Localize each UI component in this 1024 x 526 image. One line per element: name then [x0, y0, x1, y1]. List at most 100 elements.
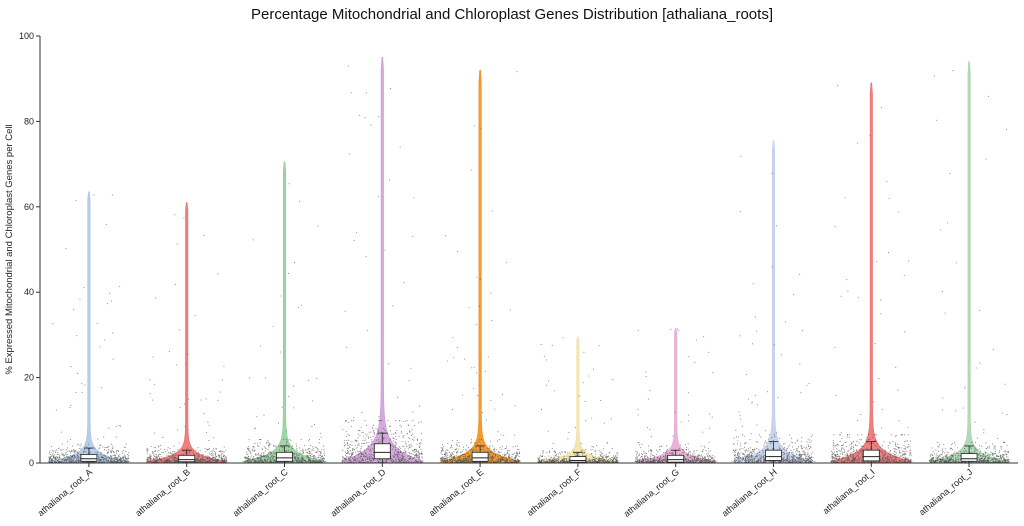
point — [505, 448, 507, 450]
point — [414, 451, 416, 453]
point — [639, 454, 641, 456]
point — [467, 456, 469, 458]
point — [405, 443, 407, 445]
point — [463, 453, 465, 455]
point — [497, 451, 499, 453]
point — [457, 457, 459, 459]
point — [440, 452, 442, 454]
point — [94, 447, 96, 449]
point — [173, 460, 176, 462]
outlier-point — [399, 146, 401, 148]
point — [302, 459, 304, 461]
violin-athaliana_root_G — [634, 328, 718, 464]
outlier-point — [288, 183, 290, 185]
point — [52, 453, 54, 455]
outlier-point — [591, 417, 593, 419]
point — [247, 460, 249, 463]
point — [173, 445, 175, 447]
outlier-point — [598, 345, 600, 347]
outlier-point — [356, 232, 358, 234]
point — [553, 460, 555, 463]
point — [494, 456, 496, 458]
point — [354, 445, 356, 447]
point — [396, 460, 398, 462]
point — [278, 445, 280, 447]
point — [123, 456, 125, 458]
point — [378, 458, 380, 461]
point — [296, 456, 298, 458]
point — [469, 459, 472, 461]
point — [568, 458, 570, 460]
point — [166, 460, 168, 462]
point — [613, 461, 615, 463]
point — [451, 452, 453, 454]
point — [607, 459, 610, 461]
point — [503, 455, 506, 457]
point — [554, 452, 556, 454]
outlier-point — [491, 210, 493, 212]
point — [350, 452, 352, 454]
point — [208, 447, 210, 449]
point — [635, 459, 637, 461]
point — [261, 455, 263, 457]
point — [117, 455, 120, 457]
point — [451, 447, 453, 449]
point — [358, 460, 360, 462]
point — [694, 453, 696, 455]
outlier-point — [397, 396, 399, 398]
point — [210, 459, 212, 461]
point — [463, 455, 465, 457]
point — [692, 453, 694, 455]
point — [61, 452, 63, 454]
point — [70, 451, 72, 453]
point — [403, 458, 405, 460]
point — [200, 458, 202, 460]
point — [361, 445, 363, 447]
point — [599, 457, 601, 459]
point — [314, 455, 316, 457]
outlier-point — [600, 400, 602, 402]
point — [256, 460, 258, 462]
point — [546, 460, 548, 462]
point — [548, 460, 551, 462]
point — [108, 456, 110, 458]
point — [389, 430, 392, 432]
outlier-point — [357, 433, 359, 435]
point — [101, 457, 103, 459]
point — [268, 451, 270, 453]
point — [656, 456, 658, 459]
point — [347, 421, 349, 423]
point — [246, 451, 248, 453]
point — [510, 458, 512, 460]
point — [362, 439, 364, 441]
point — [154, 459, 156, 461]
point — [177, 449, 179, 451]
outlier-point — [396, 430, 398, 432]
point — [691, 458, 693, 460]
point — [406, 460, 409, 462]
point — [498, 439, 500, 441]
point — [103, 458, 105, 460]
outlier-point — [77, 372, 79, 375]
point — [440, 457, 442, 459]
point — [394, 459, 397, 461]
point — [349, 443, 351, 446]
point — [126, 461, 128, 463]
point — [609, 460, 611, 463]
point — [259, 442, 261, 444]
point — [225, 457, 227, 459]
point — [395, 457, 397, 459]
outlier-point — [497, 431, 499, 433]
point — [679, 453, 681, 455]
point — [688, 451, 690, 453]
point — [52, 452, 54, 454]
point — [415, 459, 417, 461]
point — [201, 457, 203, 459]
point — [365, 459, 367, 461]
point — [396, 450, 398, 452]
point — [394, 441, 396, 443]
point — [345, 444, 347, 446]
point — [320, 456, 322, 458]
point — [601, 460, 604, 462]
outlier-point — [472, 388, 474, 390]
